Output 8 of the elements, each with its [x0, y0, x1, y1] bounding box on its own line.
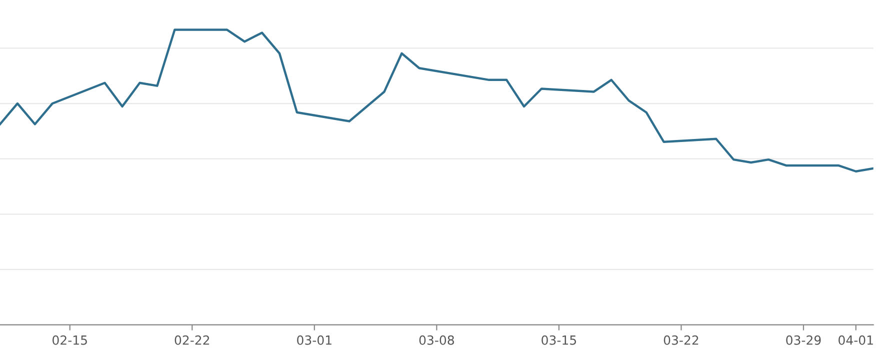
x-tick-label: 03-08 — [419, 335, 454, 345]
x-tick-label: 03-29 — [786, 335, 821, 345]
x-tick-label: 02-15 — [52, 335, 87, 345]
x-tick-label: 02-22 — [174, 335, 210, 345]
x-tick-label: 03-15 — [542, 335, 576, 345]
x-tick-label: 03-01 — [297, 335, 332, 345]
x-tick-label: 03-22 — [664, 335, 698, 345]
x-tick-label: 04-01 — [838, 335, 873, 345]
